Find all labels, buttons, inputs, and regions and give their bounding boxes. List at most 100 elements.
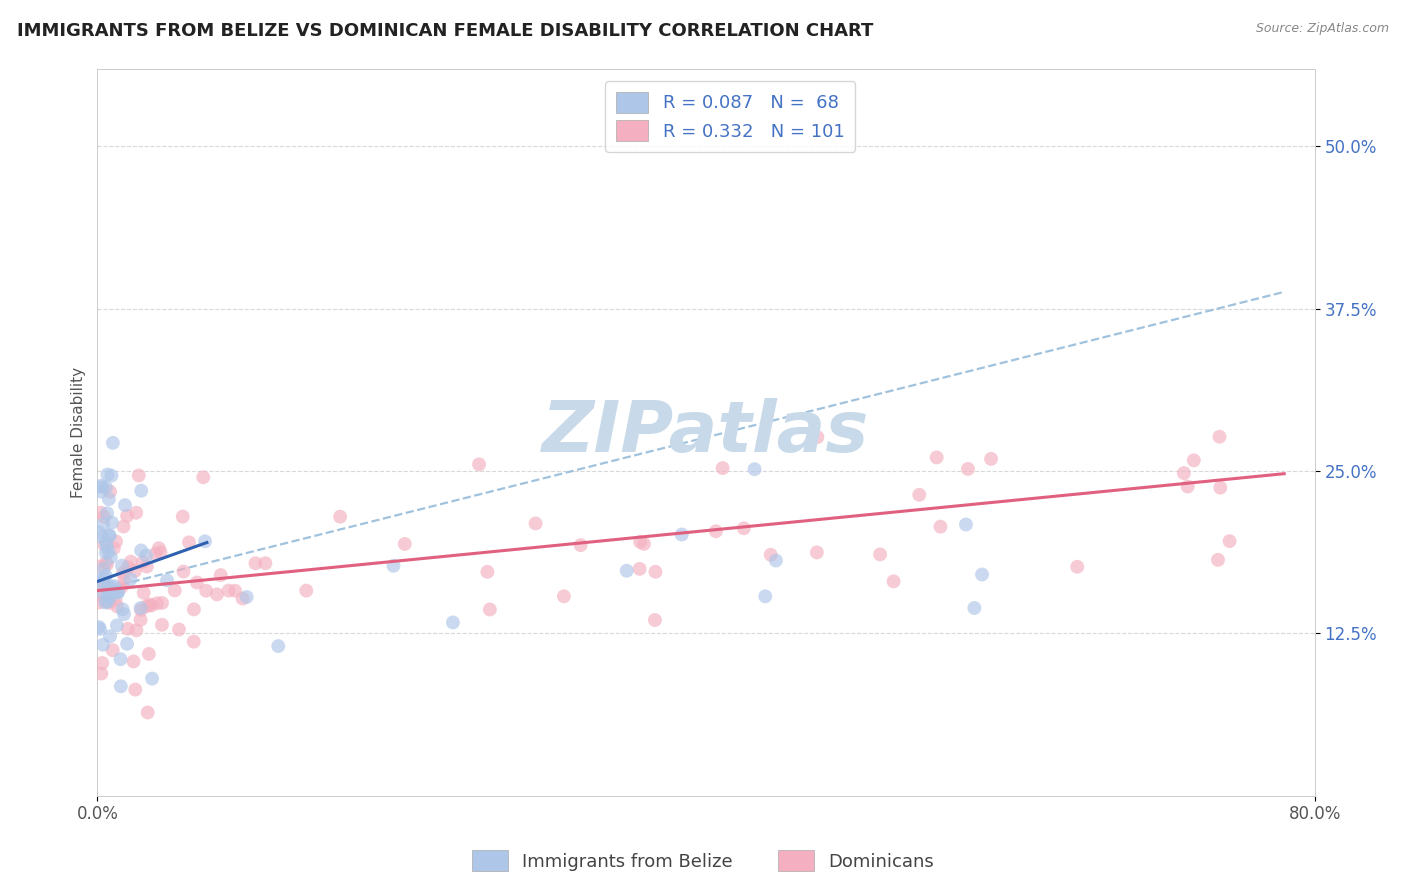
Point — [671, 527, 693, 541]
Point — [129, 601, 152, 615]
Point — [97, 545, 120, 559]
Point — [129, 603, 152, 617]
Point — [1206, 553, 1229, 567]
Point — [1182, 453, 1205, 467]
Point — [101, 643, 124, 657]
Point — [91, 656, 114, 670]
Point — [129, 613, 152, 627]
Point — [980, 451, 1002, 466]
Point — [628, 562, 651, 576]
Point — [1066, 559, 1088, 574]
Point — [382, 558, 405, 573]
Point — [96, 467, 118, 482]
Point — [1209, 481, 1232, 495]
Text: Source: ZipAtlas.com: Source: ZipAtlas.com — [1256, 22, 1389, 36]
Point — [132, 555, 155, 569]
Point — [93, 538, 115, 552]
Point — [124, 682, 146, 697]
Point — [90, 484, 112, 499]
Point — [806, 545, 828, 559]
Point — [122, 654, 145, 668]
Point — [139, 599, 162, 613]
Point — [87, 574, 110, 588]
Point — [524, 516, 547, 531]
Point — [135, 559, 157, 574]
Point — [115, 508, 138, 523]
Point — [744, 462, 766, 476]
Point — [329, 509, 352, 524]
Point — [97, 492, 120, 507]
Point — [963, 601, 986, 615]
Point — [105, 599, 128, 614]
Point — [115, 637, 138, 651]
Point — [89, 595, 111, 609]
Point — [111, 558, 134, 573]
Point — [569, 538, 592, 552]
Point — [711, 461, 734, 475]
Point — [89, 622, 111, 636]
Point — [117, 560, 139, 574]
Point — [194, 534, 217, 549]
Point — [163, 583, 186, 598]
Point — [110, 679, 132, 693]
Point — [956, 462, 979, 476]
Point — [633, 537, 655, 551]
Point — [136, 706, 159, 720]
Point — [235, 590, 257, 604]
Point — [1219, 534, 1241, 549]
Point — [245, 556, 267, 570]
Point — [150, 596, 173, 610]
Point — [468, 458, 491, 472]
Point — [98, 629, 121, 643]
Y-axis label: Female Disability: Female Disability — [72, 367, 86, 498]
Point — [120, 555, 142, 569]
Point — [90, 478, 112, 492]
Point — [94, 595, 117, 609]
Point — [117, 622, 139, 636]
Point — [91, 530, 114, 544]
Point — [90, 480, 112, 494]
Point — [156, 574, 179, 588]
Point — [149, 545, 172, 559]
Point — [704, 524, 727, 539]
Point — [103, 541, 125, 556]
Point — [91, 579, 114, 593]
Point — [98, 591, 121, 605]
Point — [150, 617, 173, 632]
Point — [105, 534, 128, 549]
Legend: R = 0.087   N =  68, R = 0.332   N = 101: R = 0.087 N = 68, R = 0.332 N = 101 — [605, 81, 855, 152]
Point — [135, 549, 157, 563]
Point — [96, 594, 118, 608]
Point — [100, 579, 122, 593]
Legend: Immigrants from Belize, Dominicans: Immigrants from Belize, Dominicans — [464, 843, 942, 879]
Point — [186, 575, 208, 590]
Point — [125, 506, 148, 520]
Point — [101, 435, 124, 450]
Point — [172, 509, 194, 524]
Point — [553, 589, 575, 603]
Point — [112, 519, 135, 533]
Point — [90, 506, 112, 520]
Point — [96, 506, 118, 520]
Point — [148, 541, 170, 556]
Point — [925, 450, 948, 465]
Point — [100, 468, 122, 483]
Point — [1208, 430, 1230, 444]
Point — [869, 548, 891, 562]
Point — [806, 430, 828, 444]
Point — [218, 583, 240, 598]
Point — [132, 586, 155, 600]
Point — [394, 537, 416, 551]
Point — [765, 553, 787, 567]
Point — [98, 596, 121, 610]
Point — [141, 672, 163, 686]
Point — [929, 519, 952, 533]
Point — [224, 583, 246, 598]
Point — [970, 567, 993, 582]
Point — [120, 572, 142, 586]
Point — [908, 488, 931, 502]
Point — [955, 517, 977, 532]
Point — [89, 588, 111, 602]
Point — [759, 548, 782, 562]
Point — [146, 596, 169, 610]
